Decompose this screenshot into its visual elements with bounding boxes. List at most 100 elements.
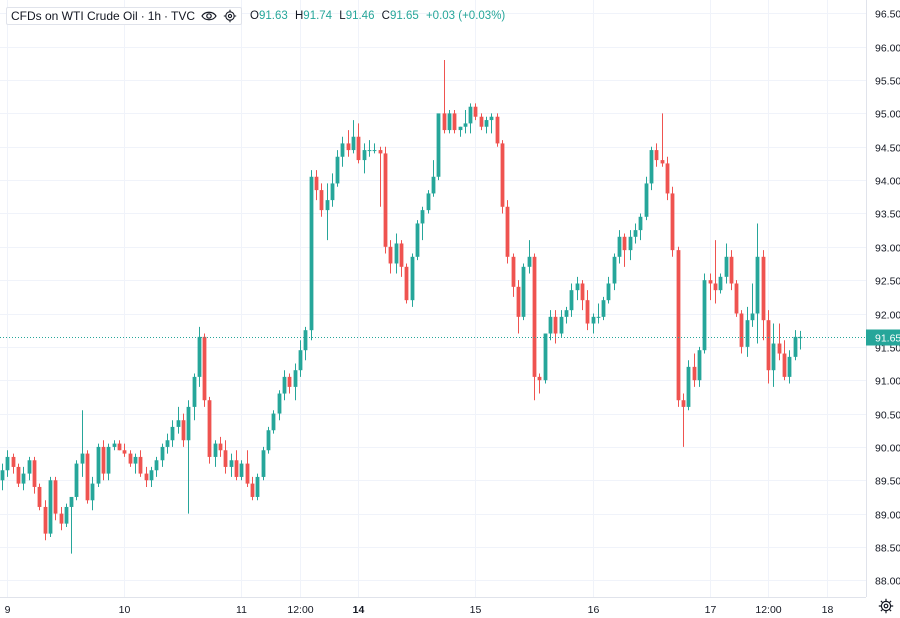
candle-up: [724, 243, 729, 284]
candle-body: [527, 256, 532, 267]
candle-up: [564, 306, 569, 324]
change-value: +0.03 (+0.03%): [425, 10, 506, 22]
legend-separator: ·: [140, 9, 145, 23]
candle-body: [32, 460, 37, 487]
last-price-marker: 91.65: [0, 329, 900, 346]
candle-up: [543, 333, 548, 384]
candle-down: [319, 183, 324, 217]
settings-gear-icon[interactable]: [878, 598, 894, 614]
candle-body: [48, 480, 53, 534]
candle-up: [271, 410, 276, 434]
ohlc-values: O91.63 H91.74 L91.46 C91.65 +0.03 (+0.03…: [250, 10, 509, 22]
candle-body: [181, 420, 186, 441]
candle-up: [575, 276, 580, 301]
candle-body: [532, 256, 537, 377]
candle-up: [458, 126, 463, 137]
candle-body: [176, 420, 181, 427]
time-axis[interactable]: 9 10 11 12:00 14 15 16 17 12:00 18: [0, 597, 866, 618]
eye-icon[interactable]: [201, 10, 217, 22]
candle-up: [606, 276, 611, 304]
candle-body: [798, 336, 803, 339]
time-tick-label: 14: [353, 604, 365, 616]
candle-up: [74, 460, 79, 501]
price-tick-label: 95.00: [875, 109, 900, 121]
candle-body: [330, 183, 335, 201]
grid-lines: [0, 0, 866, 597]
candle-body: [186, 406, 191, 441]
candle-body: [351, 136, 356, 151]
candle-up: [64, 503, 69, 527]
candle-body: [713, 283, 718, 291]
candle-down: [537, 373, 542, 394]
price-tick-label: 89.00: [875, 510, 900, 522]
candle-up: [638, 213, 643, 241]
candle-body: [144, 473, 149, 481]
candle-body: [378, 150, 383, 154]
candle-body: [511, 256, 516, 287]
candle-up: [548, 310, 553, 341]
candle-up: [463, 110, 468, 134]
candle-up: [261, 446, 266, 481]
candle-body: [21, 473, 26, 484]
price-axis[interactable]: 96.50 96.00 95.50 95.00 94.50 94.00 93.50 93.00…: [866, 0, 900, 618]
candle-down: [399, 240, 404, 277]
candle-up: [755, 223, 760, 344]
candle-down: [511, 253, 516, 297]
candle-body: [473, 106, 478, 117]
candle-up: [798, 330, 803, 350]
gear-icon[interactable]: [223, 9, 237, 23]
candle-body: [724, 256, 729, 277]
price-tick-label: 93.50: [875, 209, 900, 221]
candle-up: [649, 146, 654, 191]
candle-body: [96, 446, 101, 484]
candle-up: [745, 306, 750, 357]
candle-up: [596, 303, 601, 324]
candle-down: [378, 146, 383, 207]
candle-up: [80, 410, 85, 477]
candle-body: [5, 456, 10, 471]
time-tick-label: 11: [236, 604, 247, 616]
candle-body: [665, 163, 670, 194]
symbol-box[interactable]: CFDs on WTI Crude Oil · 1h · TVC: [6, 7, 243, 25]
candle-down: [495, 113, 500, 147]
candle-up: [266, 426, 271, 454]
candle-body: [250, 483, 255, 497]
candle-body: [165, 440, 170, 447]
candle-body: [559, 316, 564, 334]
candle-up: [239, 460, 244, 481]
candle-body: [553, 316, 558, 334]
candle-down: [782, 340, 787, 381]
candle-down: [516, 280, 521, 334]
candle-body: [122, 450, 127, 454]
candle-body: [681, 400, 686, 407]
candle-down: [681, 393, 686, 447]
candle-up: [591, 313, 596, 334]
candle-down: [654, 143, 659, 167]
candle-body: [410, 256, 415, 301]
candle-body: [388, 246, 393, 264]
symbol-name[interactable]: CFDs on WTI Crude Oil: [11, 9, 138, 23]
candle-body: [80, 453, 85, 464]
candle-body: [500, 143, 505, 207]
candle-body: [755, 256, 760, 314]
candle-down: [660, 113, 665, 167]
candle-down: [11, 453, 16, 474]
candle-down: [287, 373, 292, 394]
candle-down: [181, 413, 186, 447]
candle-up: [420, 206, 425, 241]
candle-up: [90, 476, 95, 511]
interval-label[interactable]: 1h: [147, 9, 162, 23]
candle-down: [676, 246, 681, 407]
candle-body: [239, 463, 244, 477]
candle-body: [692, 366, 697, 381]
candle-body: [718, 276, 723, 291]
candle-body: [160, 446, 165, 461]
price-tick-label: 88.50: [875, 543, 900, 555]
candle-body: [404, 266, 409, 301]
candle-body: [340, 143, 345, 157]
low-label: L: [339, 10, 346, 22]
candle-body: [787, 356, 792, 377]
candle-body: [149, 470, 154, 481]
candle-body: [192, 376, 197, 407]
